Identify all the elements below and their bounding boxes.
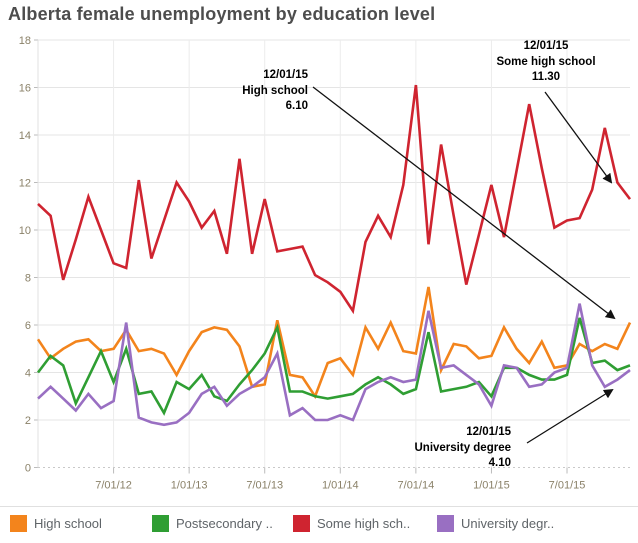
y-axis-label: 4 (25, 368, 31, 380)
annotation-label: University degree (414, 441, 511, 454)
legend-swatch-university (437, 514, 454, 532)
annotation-label: Some high school (496, 55, 596, 68)
annotation-arrow-university-degree (526, 388, 614, 444)
x-axis-label: 1/01/13 (171, 480, 208, 492)
y-axis-label: 8 (25, 273, 31, 285)
legend-label: University degr.. (461, 515, 555, 531)
annotation-value: 4.10 (488, 457, 511, 469)
series-line-some-high-sch[interactable] (37, 84, 632, 315)
legend-item-some-high-school[interactable]: Some high sch.. (293, 514, 410, 532)
annotation-high-school: 12/01/15 High school 6.10 (242, 68, 308, 115)
y-axis-label: 10 (19, 225, 31, 237)
y-axis-label: 6 (25, 320, 31, 332)
x-axis-label: 7/01/14 (398, 480, 435, 492)
legend-swatch-high-school (10, 514, 27, 532)
annotation-arrow-some-high-school (544, 91, 613, 184)
annotation-value: 6.10 (285, 100, 308, 112)
y-axis-label: 16 (19, 83, 31, 95)
legend-item-university[interactable]: University degr.. (437, 514, 554, 532)
y-axis-label: 2 (25, 415, 31, 427)
legend-item-high-school[interactable]: High school (10, 514, 102, 532)
page-title: Alberta female unemployment by education… (8, 4, 436, 24)
x-axis-label: 1/01/15 (473, 480, 510, 492)
legend-label: Postsecondary .. (176, 515, 273, 531)
annotation-label: High school (242, 84, 308, 97)
legend-label: Some high sch.. (317, 515, 411, 531)
y-axis-label: 12 (19, 178, 31, 190)
series-line-postsecondary[interactable] (36, 317, 631, 416)
x-axis-label: 7/01/13 (246, 480, 283, 492)
annotation-date: 12/01/15 (466, 426, 511, 438)
legend-swatch-some-high-school (293, 514, 310, 532)
legend: High school Postsecondary .. Some high s… (0, 514, 638, 540)
y-axis-label: 0 (25, 463, 31, 475)
series-line-high-school[interactable] (36, 286, 632, 400)
y-axis-label: 14 (19, 130, 31, 142)
chart-canvas[interactable]: 0 2 4 6 8 10 12 14 16 18 7/01/12 1/01/13 7/01/13 1/01… (0, 0, 638, 510)
x-axis-label: 7/01/15 (549, 480, 586, 492)
x-axis-label: 7/01/12 (95, 480, 132, 492)
legend-swatch-postsecondary (152, 514, 169, 532)
legend-label: High school (34, 515, 102, 531)
annotation-date: 12/01/15 (263, 69, 308, 81)
annotation-some-high-school: 12/01/15 Some high school 11.30 (496, 39, 595, 86)
annotation-university-degree: 12/01/15 University degree 4.10 (414, 425, 511, 472)
legend-item-postsecondary[interactable]: Postsecondary .. (152, 514, 273, 532)
annotation-arrow-high-school (312, 86, 616, 320)
annotation-value: 11.30 (531, 71, 561, 83)
annotation-date: 12/01/15 (523, 40, 569, 52)
x-axis-label: 1/01/14 (322, 480, 359, 492)
series-line-university-degr[interactable] (37, 303, 631, 427)
y-axis-label: 18 (19, 35, 31, 47)
legend-separator (0, 506, 638, 507)
